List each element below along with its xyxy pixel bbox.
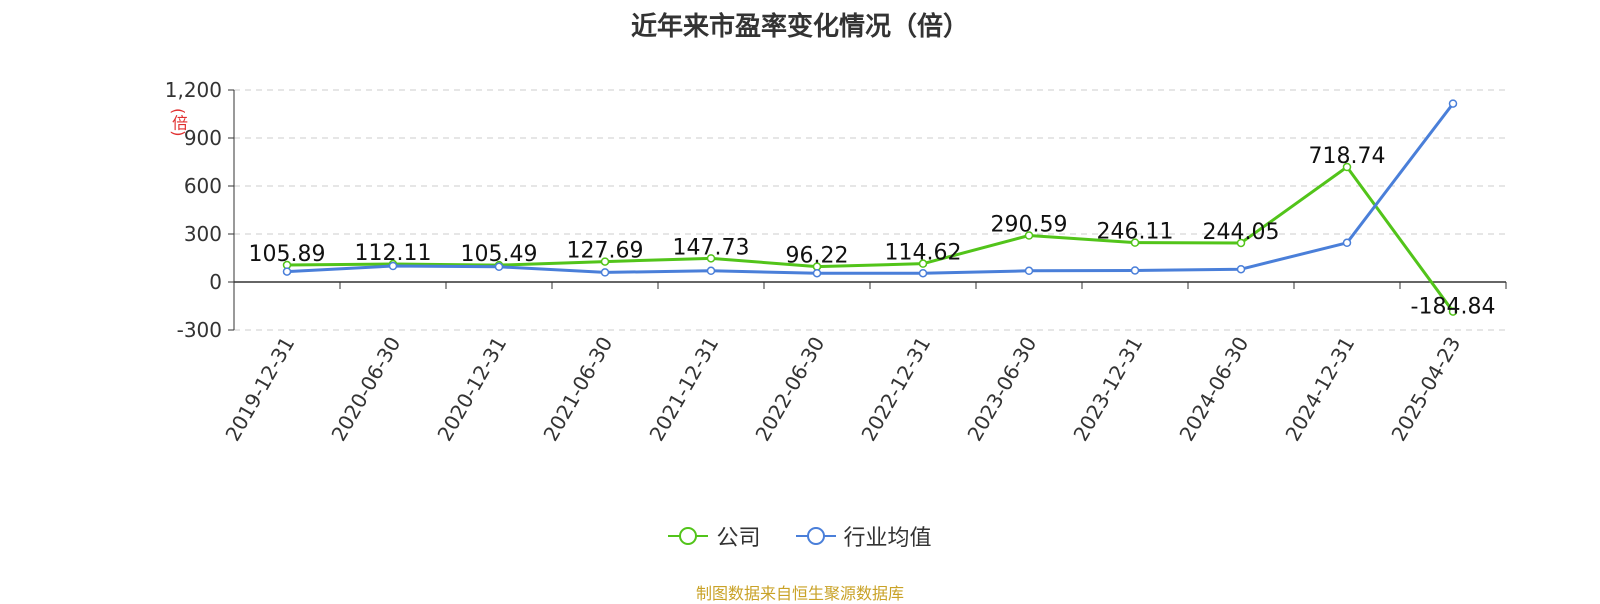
data-point-1: [1130, 266, 1140, 275]
data-label: 105.49: [461, 242, 538, 267]
series-line-1: [286, 102, 1455, 275]
data-label: 112.11: [355, 241, 432, 266]
legend-item-industry[interactable]: 行业均值: [795, 520, 932, 552]
x-tick-label: 2020-06-30: [326, 333, 405, 446]
legend-item-company[interactable]: 公司: [668, 520, 761, 552]
y-tick-label: 1,200: [165, 78, 222, 102]
chart-title: 近年来市盈率变化情况（倍）: [630, 12, 969, 42]
x-tick-label: 2023-12-31: [1068, 333, 1147, 446]
data-point-0: [1130, 238, 1140, 247]
y-tick-label: 600: [184, 174, 222, 198]
data-label: 718.74: [1309, 144, 1386, 169]
legend: 公司 行业均值: [0, 520, 1600, 552]
legend-swatch-company: [668, 527, 709, 545]
legend-label-industry: 行业均值: [843, 526, 932, 551]
y-tick-label: -300: [177, 318, 222, 342]
x-tick-label: 2020-12-31: [432, 333, 511, 446]
data-point-1: [600, 268, 610, 277]
y-axis-unit-label: (倍): [169, 108, 188, 137]
x-tick-label: 2025-04-23: [1386, 333, 1465, 446]
data-point-1: [282, 267, 292, 276]
legend-swatch-industry: [795, 527, 836, 545]
x-tick-label: 2021-12-31: [644, 333, 723, 446]
data-point-0: [600, 257, 610, 266]
x-tick-label: 2019-12-31: [220, 333, 299, 446]
data-point-0: [1448, 307, 1458, 316]
gridlines: [234, 89, 1506, 331]
data-point-0: [1236, 238, 1246, 248]
x-tick-label: 2024-12-31: [1280, 333, 1359, 446]
x-tick-label: 2022-06-30: [750, 333, 829, 446]
data-source-note: 制图数据来自恒生聚源数据库: [695, 584, 904, 603]
data-label: 244.05: [1203, 220, 1280, 245]
data-label: 246.11: [1097, 220, 1174, 245]
data-label: 290.59: [991, 213, 1068, 238]
data-point-0: [1342, 162, 1352, 172]
y-tick-label: 900: [184, 126, 222, 150]
series-line-0: [286, 165, 1455, 313]
data-label: 127.69: [567, 239, 644, 264]
data-labels: 105.89 112.11 105.49 127.69 147.73 96.22 114.6…: [249, 144, 1496, 320]
x-tick-label: 2023-06-30: [962, 333, 1041, 446]
x-tick-label: 2021-06-30: [538, 333, 617, 446]
data-point-0: [1024, 231, 1034, 240]
y-tick-label: 300: [184, 222, 222, 246]
data-point-1: [1236, 264, 1246, 274]
data-point-1: [1024, 266, 1034, 276]
data-label: 147.73: [673, 235, 750, 260]
legend-label-company: 公司: [716, 526, 761, 551]
data-point-1: [812, 268, 822, 278]
data-point-0: [706, 254, 716, 263]
data-label: 105.89: [249, 242, 326, 267]
data-point-1: [388, 261, 398, 271]
data-point-1: [706, 266, 716, 276]
data-label: -184.84: [1411, 295, 1496, 320]
y-tick-label: 0: [209, 270, 222, 294]
x-tick-label: 2022-12-31: [856, 333, 935, 446]
data-point-1: [1448, 99, 1458, 108]
x-tick-label: 2024-06-30: [1174, 333, 1253, 446]
data-point-0: [918, 259, 928, 268]
data-point-1: [1342, 238, 1352, 248]
series: [282, 99, 1458, 316]
data-point-1: [494, 262, 504, 272]
data-point-1: [918, 268, 928, 278]
data-label: 114.62: [885, 241, 962, 266]
data-label: 96.22: [786, 244, 849, 269]
